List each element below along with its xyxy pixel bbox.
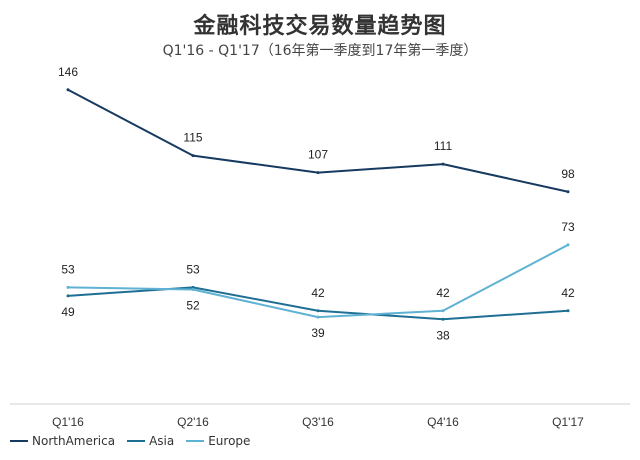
data-label: 98 [561, 167, 575, 181]
data-label: 115 [183, 131, 202, 145]
data-point [441, 317, 445, 321]
data-label: 38 [436, 328, 450, 342]
data-label: 52 [186, 299, 200, 313]
legend-label-northamerica: NorthAmerica [32, 434, 116, 448]
data-point [566, 243, 570, 247]
x-tick-label: Q1'16 [52, 415, 84, 429]
data-point [316, 315, 320, 319]
data-label: 73 [561, 220, 575, 234]
legend-item-asia: Asia [127, 434, 174, 448]
x-tick-label: Q2'16 [177, 415, 209, 429]
data-point [441, 309, 445, 313]
data-point [316, 171, 320, 175]
data-point [66, 294, 70, 298]
series-line-northamerica [67, 88, 569, 193]
data-point [191, 285, 195, 289]
x-tick-label: Q1'17 [552, 415, 584, 429]
legend-item-northamerica: NorthAmerica [10, 434, 115, 448]
data-label: 49 [61, 305, 75, 319]
legend-swatch-northamerica [10, 440, 28, 442]
legend-label-europe: Europe [208, 434, 251, 448]
data-label: 42 [436, 286, 450, 300]
x-tick-label: Q4'16 [427, 415, 459, 429]
data-label: 42 [311, 286, 325, 300]
legend-swatch-asia [127, 440, 146, 442]
x-tick-label: Q3'16 [302, 415, 334, 429]
data-point [66, 285, 70, 289]
data-label: 53 [186, 262, 200, 276]
chart-subtitle: Q1'16 - Q1'17（16年第一季度到17年第一季度） [162, 43, 478, 59]
series-line-europe [67, 243, 569, 319]
data-label: 111 [434, 139, 453, 153]
data-point [66, 88, 70, 92]
legend-swatch-europe [186, 440, 205, 442]
data-point [191, 288, 195, 291]
chart-title: 金融科技交易数量趋势图 [193, 14, 447, 39]
data-point [566, 309, 570, 313]
data-label: 53 [61, 262, 75, 276]
legend-item-europe: Europe [186, 434, 250, 448]
data-label: 107 [308, 148, 328, 162]
data-point [566, 190, 570, 194]
data-point [316, 309, 320, 313]
legend-label-asia: Asia [149, 434, 175, 448]
chart-legend: NorthAmerica Asia Europe [10, 434, 250, 448]
data-point [191, 154, 195, 158]
data-point [441, 162, 445, 166]
data-label: 146 [58, 65, 78, 79]
data-label: 39 [311, 326, 325, 340]
data-label: 42 [561, 286, 575, 300]
